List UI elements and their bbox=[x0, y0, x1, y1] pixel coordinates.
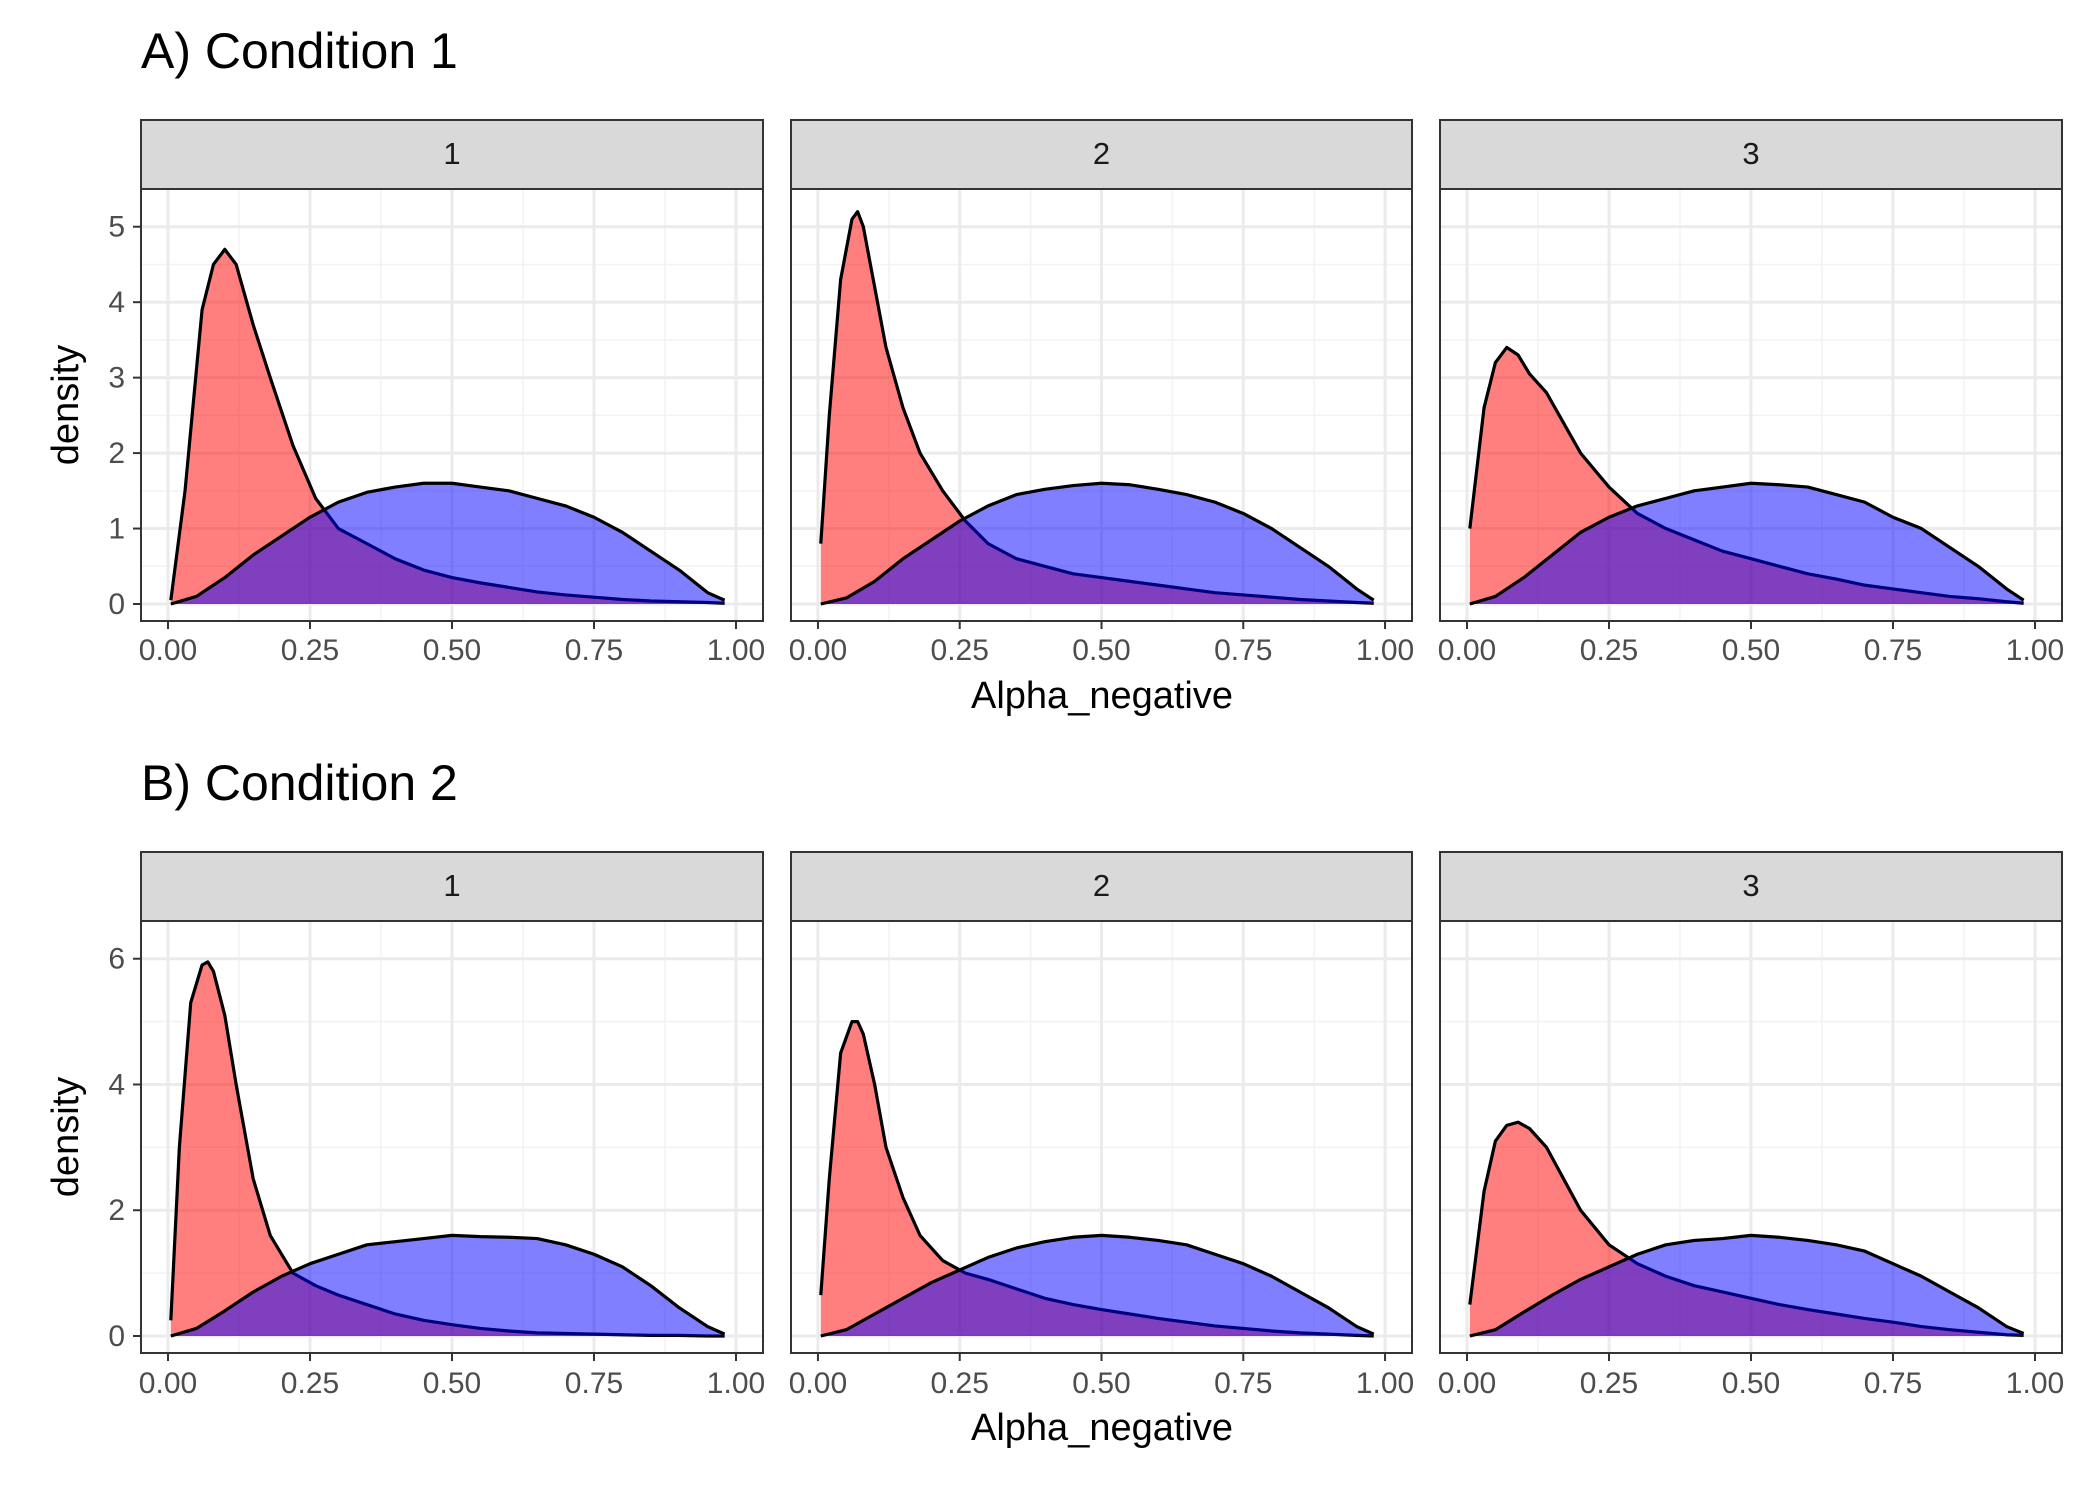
density-area-series-2 bbox=[170, 483, 725, 604]
x-tick-label: 0.75 bbox=[1214, 1367, 1272, 1400]
facet-panel-2: 2 0.00 0.25 0.50 0.75 1.00 bbox=[789, 851, 1414, 1400]
y-tick-label: 6 bbox=[108, 943, 125, 976]
x-tick-label: 0.00 bbox=[139, 1367, 197, 1400]
facet-strip-label: 1 bbox=[443, 136, 460, 171]
chart-title: B) Condition 2 bbox=[141, 755, 458, 811]
x-tick-label: 0.25 bbox=[931, 1367, 989, 1400]
facet-strip bbox=[790, 851, 1413, 922]
chart-title: A) Condition 1 bbox=[141, 23, 458, 79]
density-curve-series-2 bbox=[820, 1233, 1375, 1338]
density-area-series-1 bbox=[820, 211, 1374, 605]
x-tick-label: 0.75 bbox=[1864, 1367, 1922, 1400]
facet-panel-3: 3 0.00 0.25 0.50 0.75 1.00 bbox=[1438, 851, 2064, 1400]
facet-strip-label: 3 bbox=[1742, 868, 1759, 903]
x-tick-label: 0.50 bbox=[423, 1367, 481, 1400]
y-tick-label: 0 bbox=[108, 588, 125, 621]
facet-strip bbox=[790, 119, 1413, 190]
x-tick-label: 0.50 bbox=[1072, 634, 1130, 667]
facet-strip bbox=[1439, 851, 2063, 922]
chart-1: A) Condition 1 density Alpha_negative 1 0.00… bbox=[45, 23, 2064, 717]
x-tick-label: 1.00 bbox=[707, 1367, 765, 1400]
density-curve-series-2 bbox=[820, 481, 1375, 606]
facet-strip bbox=[140, 119, 764, 190]
facet-panel-3: 3 0.00 0.25 0.50 0.75 1.00 bbox=[1438, 119, 2064, 667]
y-tick-label: 3 bbox=[108, 362, 125, 395]
facet-panel-1: 1 0.00 0.25 0.50 0.75 1.00 0 2 4 6 bbox=[108, 851, 765, 1400]
facet-panel-1: 1 0.00 0.25 0.50 0.75 1.00 0 1 2 3 4 5 bbox=[108, 119, 765, 667]
y-axis-title: density bbox=[45, 1077, 87, 1197]
y-axis-title: density bbox=[45, 345, 87, 465]
chart-2: B) Condition 2 density Alpha_negative 1 0.00… bbox=[45, 755, 2064, 1449]
density-area-series-1 bbox=[170, 961, 725, 1336]
density-curve-series-2 bbox=[1469, 481, 2025, 606]
facet-strip-label: 3 bbox=[1742, 136, 1759, 171]
y-tick-label: 2 bbox=[108, 1194, 125, 1227]
density-curve-series-2 bbox=[170, 481, 726, 606]
x-tick-label: 0.75 bbox=[1214, 634, 1272, 667]
x-axis-title: Alpha_negative bbox=[971, 1407, 1233, 1449]
facet-strip bbox=[140, 851, 764, 922]
x-tick-label: 1.00 bbox=[1356, 1367, 1414, 1400]
x-tick-label: 0.00 bbox=[1438, 634, 1496, 667]
facet-strip-label: 2 bbox=[1093, 868, 1110, 903]
x-tick-label: 0.75 bbox=[565, 634, 623, 667]
x-tick-label: 0.75 bbox=[565, 1367, 623, 1400]
x-tick-label: 0.00 bbox=[789, 1367, 847, 1400]
facet-strip-label: 2 bbox=[1093, 136, 1110, 171]
x-tick-label: 0.00 bbox=[139, 634, 197, 667]
x-tick-label: 0.50 bbox=[1072, 1367, 1130, 1400]
density-area-series-1 bbox=[170, 249, 725, 604]
y-tick-label: 5 bbox=[108, 211, 125, 244]
density-area-series-1 bbox=[820, 1021, 1374, 1336]
x-tick-label: 0.75 bbox=[1864, 634, 1922, 667]
y-tick-label: 2 bbox=[108, 437, 125, 470]
x-tick-label: 0.50 bbox=[1722, 634, 1780, 667]
x-tick-label: 0.25 bbox=[1580, 1367, 1638, 1400]
x-tick-label: 0.25 bbox=[1580, 634, 1638, 667]
y-tick-label: 1 bbox=[108, 513, 125, 546]
facet-strip-label: 1 bbox=[443, 868, 460, 903]
facet-strip bbox=[1439, 119, 2063, 190]
density-curve-series-2 bbox=[1469, 1233, 2025, 1338]
facet-panel-2: 2 0.00 0.25 0.50 0.75 1.00 bbox=[789, 119, 1414, 667]
x-tick-label: 0.00 bbox=[789, 634, 847, 667]
density-area-series-2 bbox=[820, 1235, 1374, 1336]
y-tick-label: 4 bbox=[108, 1068, 125, 1101]
density-curve-series-2 bbox=[170, 1233, 726, 1338]
x-tick-label: 0.50 bbox=[423, 634, 481, 667]
x-tick-label: 0.00 bbox=[1438, 1367, 1496, 1400]
y-tick-label: 0 bbox=[108, 1320, 125, 1353]
y-tick-label: 4 bbox=[108, 286, 125, 319]
x-tick-label: 0.25 bbox=[281, 1367, 339, 1400]
x-axis-title: Alpha_negative bbox=[971, 675, 1233, 717]
x-tick-label: 1.00 bbox=[707, 634, 765, 667]
density-area-series-2 bbox=[170, 1235, 725, 1336]
x-tick-label: 1.00 bbox=[2006, 1367, 2064, 1400]
density-area-series-2 bbox=[820, 483, 1374, 604]
x-tick-label: 1.00 bbox=[2006, 634, 2064, 667]
x-tick-label: 0.25 bbox=[931, 634, 989, 667]
x-tick-label: 1.00 bbox=[1356, 634, 1414, 667]
x-tick-label: 0.50 bbox=[1722, 1367, 1780, 1400]
x-tick-label: 0.25 bbox=[281, 634, 339, 667]
